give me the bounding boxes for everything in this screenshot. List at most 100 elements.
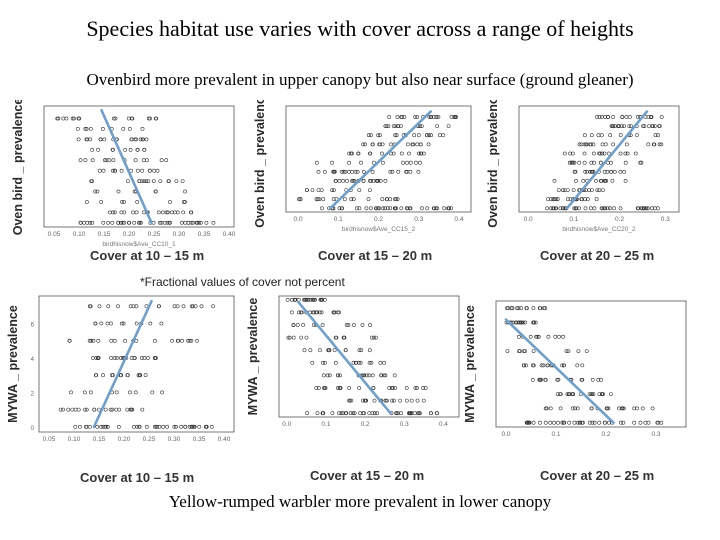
x-tick-label: 0.15 bbox=[98, 231, 111, 238]
data-point bbox=[145, 158, 149, 163]
data-point bbox=[64, 116, 69, 121]
data-point bbox=[602, 151, 607, 156]
data-point bbox=[90, 147, 95, 152]
data-point bbox=[413, 386, 418, 390]
data-point bbox=[76, 116, 81, 121]
data-point bbox=[111, 158, 116, 163]
data-point bbox=[404, 206, 409, 211]
data-point bbox=[530, 377, 535, 382]
data-point bbox=[524, 306, 529, 311]
data-point bbox=[119, 168, 124, 173]
data-point bbox=[357, 348, 362, 353]
data-point bbox=[181, 210, 186, 215]
data-point bbox=[314, 386, 319, 390]
data-point bbox=[128, 304, 133, 309]
data-point bbox=[174, 424, 178, 429]
data-point bbox=[154, 116, 159, 121]
data-point bbox=[442, 206, 447, 211]
data-point bbox=[516, 320, 521, 325]
data-point bbox=[426, 142, 431, 147]
data-point bbox=[128, 147, 133, 152]
data-point bbox=[590, 420, 595, 425]
data-point bbox=[84, 126, 89, 131]
data-point bbox=[172, 424, 177, 429]
data-point bbox=[350, 179, 355, 183]
data-point bbox=[629, 124, 633, 129]
data-point bbox=[548, 406, 553, 411]
data-point bbox=[651, 142, 656, 147]
data-point bbox=[368, 323, 372, 327]
data-point bbox=[560, 363, 565, 368]
data-point bbox=[594, 179, 598, 183]
data-point bbox=[598, 179, 603, 183]
data-point bbox=[368, 151, 372, 156]
x-tick-label: 0.1 bbox=[551, 431, 560, 438]
data-point bbox=[517, 334, 521, 339]
data-point bbox=[315, 310, 320, 315]
data-point bbox=[357, 386, 362, 390]
data-point bbox=[407, 206, 412, 211]
data-point bbox=[393, 197, 397, 202]
data-point bbox=[97, 304, 102, 309]
data-point bbox=[183, 189, 187, 194]
x-tick-label: 0.0 bbox=[524, 216, 533, 223]
data-point bbox=[320, 411, 325, 416]
data-point bbox=[129, 137, 134, 142]
data-point bbox=[395, 115, 400, 119]
data-point bbox=[623, 179, 628, 183]
data-point bbox=[595, 188, 600, 193]
data-point bbox=[606, 406, 611, 411]
data-point bbox=[148, 321, 153, 326]
data-point bbox=[111, 147, 115, 152]
data-point bbox=[113, 116, 118, 121]
data-point bbox=[351, 360, 356, 365]
data-point bbox=[395, 197, 400, 202]
data-point bbox=[627, 124, 632, 129]
data-point bbox=[95, 189, 100, 194]
data-point bbox=[318, 348, 322, 353]
data-point bbox=[394, 133, 399, 138]
data-point bbox=[441, 133, 446, 138]
data-point bbox=[608, 133, 613, 138]
x-tick-label: 0.4 bbox=[439, 421, 448, 428]
data-point bbox=[598, 160, 603, 165]
x-tick-label: 0.0 bbox=[294, 216, 303, 223]
data-point bbox=[204, 424, 209, 429]
data-point bbox=[611, 142, 616, 147]
data-point bbox=[370, 142, 375, 147]
data-point bbox=[116, 304, 120, 309]
data-point bbox=[416, 151, 421, 156]
data-point bbox=[159, 158, 164, 163]
data-point bbox=[387, 386, 392, 390]
data-point bbox=[596, 133, 601, 138]
data-point bbox=[332, 310, 337, 315]
data-point bbox=[320, 360, 325, 365]
data-point bbox=[156, 210, 161, 215]
x-tick-label: 0.40 bbox=[218, 436, 231, 443]
data-point bbox=[358, 360, 363, 365]
data-point bbox=[116, 220, 121, 225]
data-point bbox=[115, 356, 119, 360]
data-point bbox=[337, 310, 342, 315]
data-point bbox=[425, 133, 429, 138]
data-point bbox=[546, 197, 550, 202]
trend-line bbox=[565, 110, 649, 210]
data-point bbox=[409, 411, 414, 416]
y-tick-label: 6 bbox=[31, 323, 35, 329]
data-point bbox=[610, 179, 615, 183]
data-point bbox=[323, 297, 327, 302]
data-point bbox=[609, 169, 614, 174]
data-point bbox=[297, 310, 301, 315]
data-point bbox=[621, 406, 626, 411]
data-point bbox=[651, 124, 655, 129]
data-point bbox=[618, 169, 623, 174]
data-point bbox=[330, 411, 335, 416]
data-point bbox=[165, 220, 170, 225]
data-point bbox=[110, 407, 115, 412]
x-tick-label: 0.20 bbox=[123, 231, 136, 238]
data-point bbox=[624, 142, 629, 147]
data-point bbox=[446, 124, 451, 129]
data-point bbox=[304, 335, 309, 340]
data-point bbox=[175, 304, 180, 309]
data-point bbox=[87, 424, 92, 429]
